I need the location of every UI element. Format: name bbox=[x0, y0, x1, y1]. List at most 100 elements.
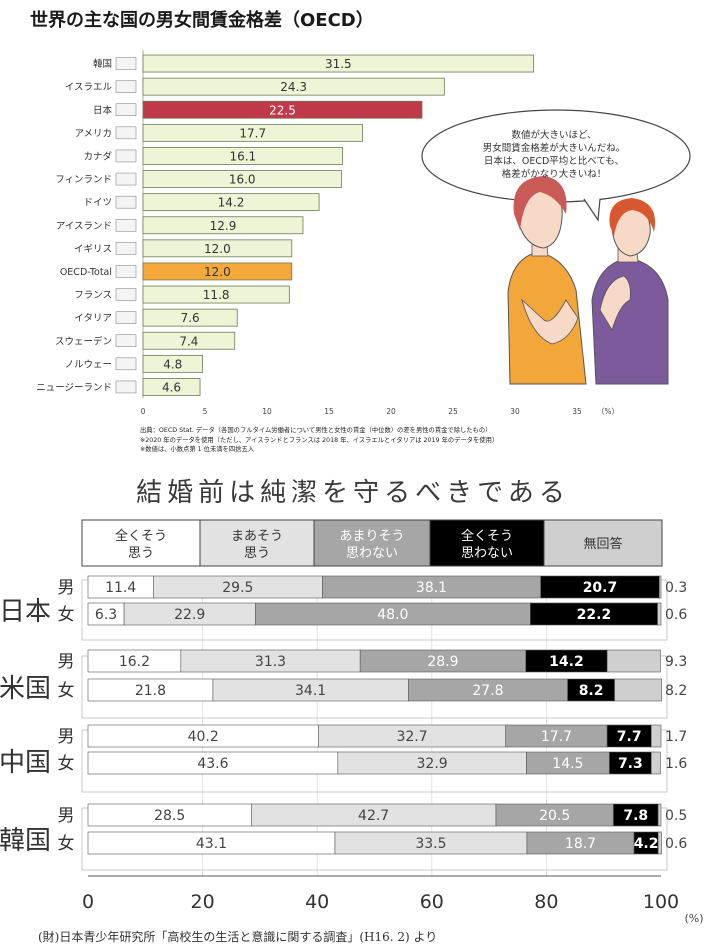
bar bbox=[142, 54, 535, 73]
bar-value-label: 12.0 bbox=[204, 242, 231, 256]
segment-value-label: 14.5 bbox=[552, 756, 583, 772]
segment-value-label: 20.5 bbox=[539, 808, 570, 824]
bar-value-label: 7.6 bbox=[181, 311, 200, 325]
stacked-segment bbox=[606, 649, 661, 673]
woman-figure bbox=[507, 176, 587, 385]
no-answer-value-label: 1.7 bbox=[665, 729, 687, 745]
country-flag-icon bbox=[115, 219, 137, 232]
bar-value-label: 17.7 bbox=[239, 126, 266, 140]
segment-value-label: 32.7 bbox=[396, 729, 427, 745]
bubble-line: 日本は、OECD平均と比べても、 bbox=[483, 156, 625, 167]
sex-label: 女 bbox=[58, 681, 75, 701]
stacked-segment bbox=[650, 724, 662, 748]
x-tick-label: 25 bbox=[448, 407, 458, 416]
country-label: OECD-Total bbox=[60, 267, 112, 278]
legend-swatch bbox=[313, 519, 431, 567]
survey-source-note: (財)日本青少年研究所「高校生の生活と意識に関する調査」(H16. 2) より bbox=[38, 930, 438, 944]
country-flag-icon bbox=[115, 311, 137, 324]
speech-bubble-tail-2 bbox=[583, 198, 601, 222]
segment-value-label: 43.6 bbox=[197, 756, 228, 772]
country-label: 日本 bbox=[93, 104, 113, 116]
legend-swatch bbox=[81, 519, 201, 567]
bar-value-label: 22.5 bbox=[269, 103, 296, 117]
country-flag-icon bbox=[115, 242, 137, 255]
country-flag-icon bbox=[115, 380, 137, 394]
bar-value-label: 12.0 bbox=[204, 265, 231, 279]
segment-value-label: 28.5 bbox=[154, 808, 185, 824]
country-flag-icon bbox=[115, 334, 137, 347]
bar bbox=[142, 77, 445, 96]
x-tick-label: 40 bbox=[305, 891, 329, 913]
stacked-segment bbox=[657, 602, 662, 626]
stacked-segment bbox=[650, 751, 661, 775]
bar bbox=[142, 378, 201, 396]
bar-value-label: 4.6 bbox=[162, 380, 181, 394]
legend-label: あまりそう思わない bbox=[339, 529, 404, 561]
country-label: フィンランド bbox=[55, 175, 112, 186]
country-flag-icon bbox=[115, 149, 137, 163]
note-line: ※2020 年のデータを使用（ただし、アイスランドとフランスは 2018 年、イ… bbox=[140, 436, 499, 444]
bar-value-label: 12.9 bbox=[210, 219, 237, 233]
country-flag-icon bbox=[115, 103, 137, 116]
country-flag-icon bbox=[115, 195, 137, 209]
segment-value-label: 16.2 bbox=[119, 654, 150, 670]
x-tick-label: 20 bbox=[191, 891, 215, 913]
survey-chart-title: 結婚前は純潔を守るべきである bbox=[136, 478, 570, 508]
sex-label: 女 bbox=[58, 834, 75, 854]
segment-value-label: 33.5 bbox=[415, 836, 446, 852]
segment-value-label: 27.8 bbox=[472, 683, 503, 699]
segment-value-label: 42.7 bbox=[358, 808, 389, 824]
bar bbox=[142, 147, 344, 165]
man-figure bbox=[591, 198, 669, 385]
country-label: ドイツ bbox=[83, 198, 112, 209]
country-label: アメリカ bbox=[74, 128, 112, 139]
country-label: スウェーデン bbox=[55, 335, 112, 347]
no-answer-value-label: 0.6 bbox=[665, 836, 687, 852]
bar bbox=[142, 100, 423, 119]
bar-value-label: 16.1 bbox=[229, 149, 256, 163]
x-tick-label: 10 bbox=[262, 407, 272, 416]
segment-value-label: 21.8 bbox=[135, 683, 166, 699]
segment-value-label: 43.1 bbox=[196, 836, 227, 852]
bar bbox=[142, 123, 363, 142]
legend-label: 全くそう思う bbox=[115, 528, 167, 561]
bar-value-label: 7.4 bbox=[179, 334, 198, 348]
bar bbox=[142, 262, 293, 281]
sex-label: 女 bbox=[58, 754, 75, 774]
segment-value-label: 14.2 bbox=[549, 654, 584, 670]
country-label: 米国 bbox=[0, 674, 51, 704]
x-tick-label: 20 bbox=[386, 407, 396, 416]
sex-label: 男 bbox=[58, 652, 75, 672]
stacked-segment bbox=[658, 575, 662, 599]
country-flag-icon bbox=[115, 288, 137, 301]
legend-label: 全くそう思わない bbox=[461, 528, 513, 561]
segment-value-label: 40.2 bbox=[188, 729, 219, 745]
country-label: ニュージーランド bbox=[36, 382, 112, 393]
segment-value-label: 22.9 bbox=[174, 607, 205, 623]
bubble-line: 数値が大きいほど、 bbox=[511, 130, 597, 141]
bar bbox=[142, 216, 304, 235]
no-answer-value-label: 0.3 bbox=[665, 580, 687, 596]
stacked-segment bbox=[657, 831, 662, 855]
country-label: 中国 bbox=[0, 748, 51, 778]
sex-label: 男 bbox=[58, 806, 75, 826]
x-tick-label: 0 bbox=[141, 407, 146, 416]
sex-label: 男 bbox=[58, 578, 75, 598]
bar bbox=[142, 331, 236, 350]
segment-value-label: 7.7 bbox=[617, 729, 642, 745]
bar-value-label: 4.8 bbox=[163, 357, 182, 371]
country-label: ノルウェー bbox=[64, 359, 112, 370]
x-tick-label: 5 bbox=[203, 407, 208, 416]
legend-label: 無回答 bbox=[583, 536, 622, 552]
legend-swatch bbox=[543, 519, 663, 567]
bar bbox=[142, 308, 238, 327]
segment-value-label: 29.5 bbox=[222, 580, 253, 596]
bar bbox=[142, 170, 342, 188]
no-answer-value-label: 0.6 bbox=[665, 607, 687, 623]
x-unit-label: （%） bbox=[597, 407, 619, 416]
country-label: イギリス bbox=[74, 244, 112, 255]
bar bbox=[142, 285, 290, 304]
two-people-illustration bbox=[421, 109, 691, 385]
bar-value-label: 11.8 bbox=[203, 288, 230, 302]
